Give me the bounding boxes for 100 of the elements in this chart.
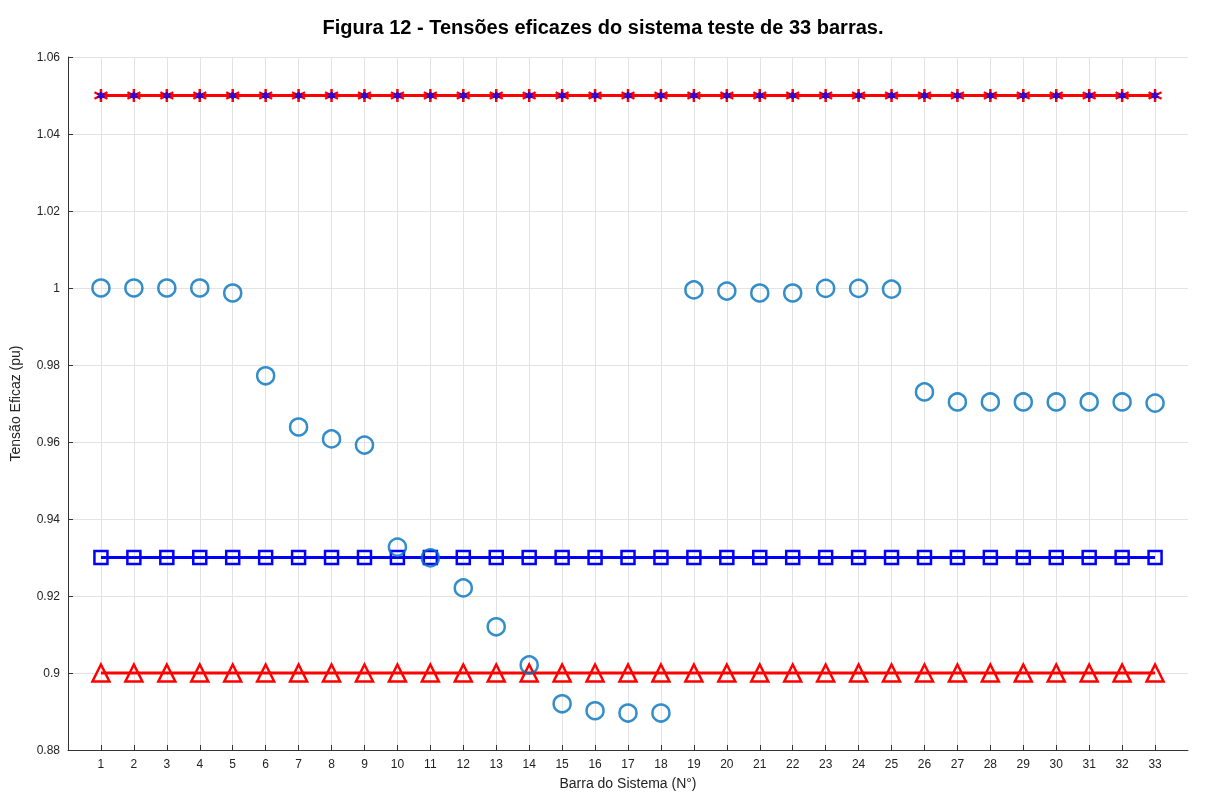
point	[323, 549, 340, 566]
point	[255, 366, 276, 386]
x-tick-label: 14	[522, 757, 537, 771]
point	[686, 549, 702, 566]
point	[488, 549, 504, 566]
point	[159, 549, 175, 566]
point	[257, 549, 274, 566]
point	[815, 278, 836, 299]
y-tick-label: 0.92	[36, 589, 61, 603]
point	[192, 549, 208, 566]
point	[587, 549, 603, 566]
point	[883, 549, 900, 566]
point	[651, 663, 671, 683]
point	[916, 549, 933, 566]
x-tick-label: 10	[390, 757, 405, 771]
point	[224, 549, 241, 566]
point	[124, 663, 144, 683]
point	[1046, 392, 1066, 412]
point	[620, 549, 636, 566]
point	[356, 549, 373, 566]
point	[1046, 663, 1066, 683]
x-tick-label: 13	[489, 757, 504, 771]
x-axis-title: Barra do Sistema (N°)	[559, 775, 697, 791]
chart-title: Figura 12 - Tensões eficazes do sistema teste de 33 barras.	[322, 16, 884, 38]
point	[1079, 663, 1099, 683]
x-tick-label: 3	[163, 757, 171, 771]
point	[354, 663, 375, 683]
x-tick-label: 1	[97, 757, 105, 771]
point	[190, 278, 210, 298]
x-tick-label: 8	[328, 757, 336, 771]
x-tick-label: 26	[917, 757, 932, 771]
point	[91, 663, 111, 683]
point	[618, 703, 638, 723]
x-tick-label: 30	[1049, 757, 1064, 771]
y-tick-label: 0.94	[36, 512, 61, 526]
x-tick-label: 21	[753, 757, 767, 771]
point	[453, 578, 474, 598]
x-tick-label: 9	[361, 757, 369, 771]
point	[784, 549, 801, 566]
point	[982, 549, 999, 566]
point	[980, 392, 1001, 412]
point	[717, 663, 737, 683]
point	[290, 549, 307, 566]
x-tick-label: 17	[621, 757, 635, 771]
point	[651, 703, 671, 723]
x-tick-label: 5	[229, 757, 237, 771]
point	[684, 663, 704, 683]
point	[124, 278, 144, 298]
point	[1147, 549, 1163, 566]
point	[817, 549, 834, 566]
point	[288, 663, 309, 683]
x-tick-label: 33	[1148, 757, 1163, 771]
point	[719, 549, 735, 566]
x-tick-label: 12	[456, 757, 471, 771]
point	[717, 281, 737, 301]
y-tick-label: 0.88	[36, 743, 61, 757]
x-tick-label: 32	[1115, 757, 1130, 771]
x-tick-label: 11	[424, 757, 437, 771]
point	[750, 283, 770, 303]
x-tick-label: 7	[295, 757, 303, 771]
point	[1013, 663, 1034, 683]
point	[1112, 663, 1132, 683]
point	[552, 663, 572, 683]
y-tick-label: 1.02	[36, 204, 61, 218]
x-tick-label: 23	[818, 757, 833, 771]
point	[387, 537, 408, 557]
point	[387, 663, 408, 683]
y-tick-label: 0.96	[36, 435, 61, 449]
point	[554, 549, 570, 566]
point	[752, 549, 768, 566]
y-tick-label: 0.98	[36, 358, 61, 372]
x-tick-label: 29	[1016, 757, 1031, 771]
x-tick-label: 2	[130, 757, 138, 771]
y-tick-label: 0.9	[43, 666, 61, 680]
point	[914, 382, 935, 402]
x-tick-label: 22	[786, 757, 800, 771]
point	[91, 278, 111, 298]
point	[321, 429, 342, 449]
point	[782, 663, 803, 683]
point	[420, 663, 441, 683]
point	[750, 663, 770, 683]
point	[881, 663, 902, 683]
point	[1112, 392, 1132, 412]
point	[618, 663, 638, 683]
x-tick-label: 15	[555, 757, 570, 771]
x-tick-label: 6	[262, 757, 270, 771]
point	[585, 700, 605, 721]
point	[585, 663, 605, 683]
point	[947, 663, 968, 683]
point	[157, 278, 177, 298]
point	[815, 663, 836, 683]
point	[453, 663, 474, 683]
point	[947, 392, 968, 412]
point	[157, 663, 177, 683]
point	[1015, 549, 1032, 566]
point	[980, 663, 1001, 683]
y-tick-label: 1	[53, 281, 61, 295]
point	[222, 283, 243, 303]
x-tick-label: 31	[1082, 757, 1097, 771]
y-tick-label: 1.04	[36, 127, 61, 141]
